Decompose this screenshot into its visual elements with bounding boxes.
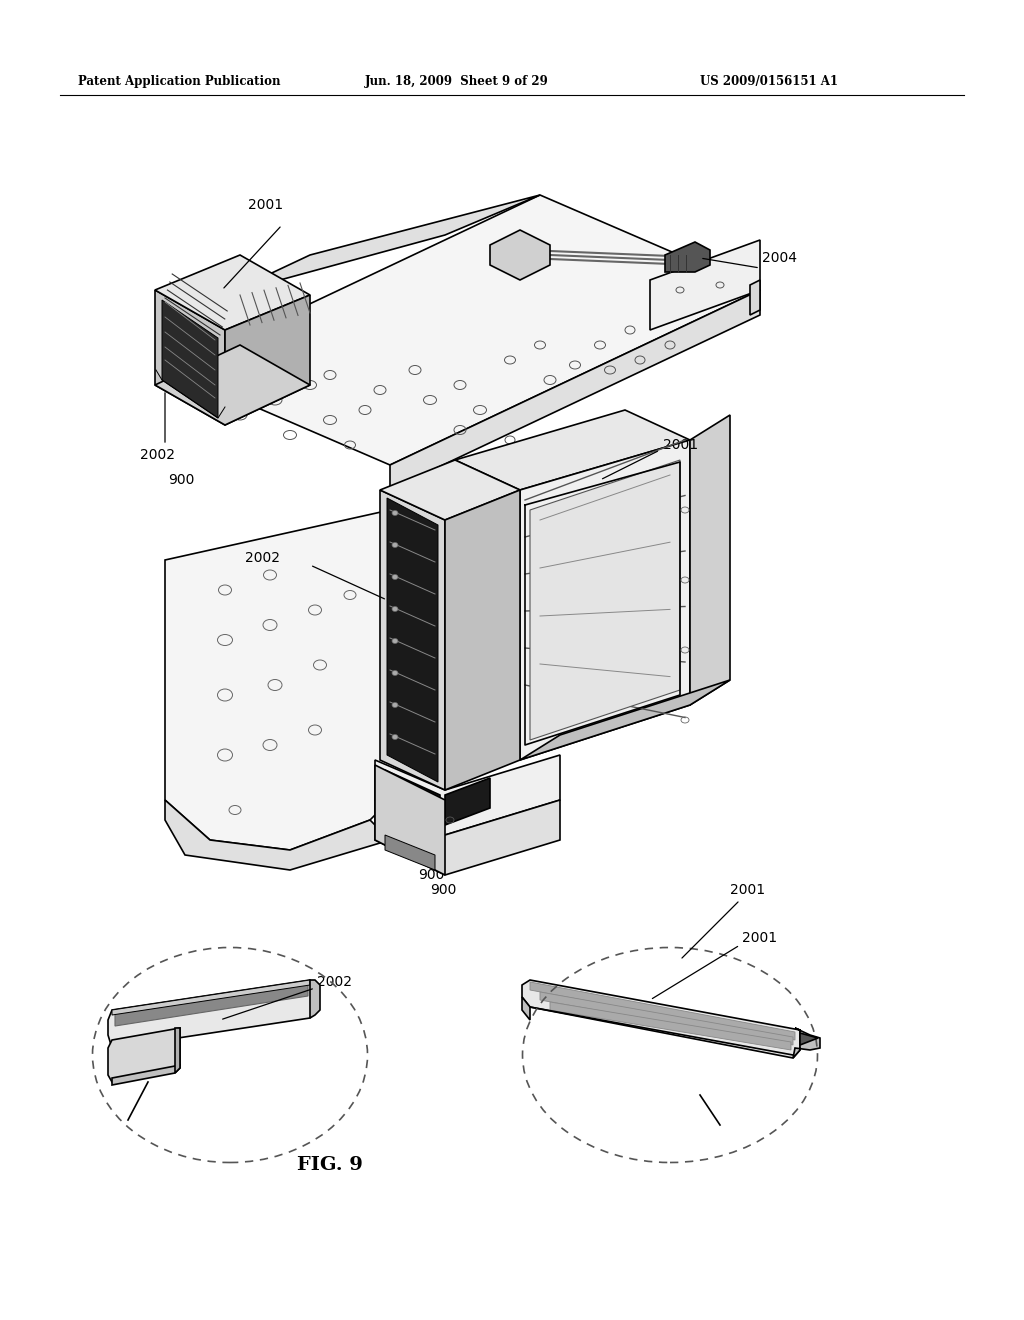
Polygon shape [225, 195, 540, 294]
Ellipse shape [392, 511, 398, 516]
Text: 900: 900 [430, 883, 457, 898]
Polygon shape [165, 510, 490, 850]
Polygon shape [550, 1002, 791, 1049]
Polygon shape [165, 800, 390, 870]
Ellipse shape [392, 574, 398, 579]
Polygon shape [530, 459, 680, 741]
Polygon shape [522, 997, 530, 1020]
Polygon shape [155, 255, 310, 330]
Polygon shape [112, 979, 310, 1015]
Ellipse shape [392, 702, 398, 708]
Text: 2001: 2001 [663, 438, 698, 451]
Polygon shape [445, 777, 490, 825]
Polygon shape [385, 836, 435, 870]
Polygon shape [108, 1028, 180, 1082]
Polygon shape [540, 993, 793, 1045]
Text: 2004: 2004 [762, 251, 797, 265]
Polygon shape [385, 770, 440, 825]
Polygon shape [375, 755, 560, 836]
Polygon shape [375, 800, 560, 875]
Ellipse shape [392, 606, 398, 611]
Polygon shape [390, 459, 560, 531]
Polygon shape [520, 680, 730, 760]
Polygon shape [530, 982, 795, 1040]
Polygon shape [162, 300, 218, 418]
Text: Patent Application Publication: Patent Application Publication [78, 75, 281, 88]
Polygon shape [445, 490, 520, 789]
Text: Jun. 18, 2009  Sheet 9 of 29: Jun. 18, 2009 Sheet 9 of 29 [365, 75, 549, 88]
Polygon shape [690, 414, 730, 705]
Ellipse shape [392, 543, 398, 548]
Polygon shape [490, 230, 550, 280]
Polygon shape [155, 345, 310, 425]
Polygon shape [800, 1034, 818, 1045]
Polygon shape [520, 440, 690, 760]
Text: 900: 900 [168, 473, 195, 487]
Ellipse shape [392, 671, 398, 676]
Text: 2001: 2001 [730, 883, 765, 898]
Polygon shape [750, 280, 760, 315]
Text: 900: 900 [418, 869, 444, 882]
Polygon shape [793, 1028, 820, 1059]
Polygon shape [522, 979, 800, 1059]
Polygon shape [375, 766, 445, 875]
Polygon shape [380, 490, 445, 789]
Polygon shape [380, 459, 520, 520]
Polygon shape [170, 195, 760, 465]
Polygon shape [175, 1028, 180, 1073]
Text: FIG. 9: FIG. 9 [297, 1156, 362, 1173]
Polygon shape [390, 290, 760, 490]
Text: 2002: 2002 [140, 447, 175, 462]
Polygon shape [650, 240, 760, 330]
Polygon shape [115, 983, 308, 1026]
Polygon shape [665, 242, 710, 272]
Polygon shape [387, 498, 438, 781]
Polygon shape [455, 411, 690, 490]
Polygon shape [112, 1065, 180, 1085]
Text: US 2009/0156151 A1: US 2009/0156151 A1 [700, 75, 838, 88]
Polygon shape [155, 290, 225, 425]
Polygon shape [225, 294, 310, 425]
Text: 2002: 2002 [245, 550, 280, 565]
Text: 2001: 2001 [742, 931, 777, 945]
Text: 2001: 2001 [248, 198, 283, 213]
Polygon shape [108, 979, 315, 1048]
Ellipse shape [392, 734, 398, 739]
Text: 2002: 2002 [317, 975, 352, 989]
Polygon shape [310, 979, 319, 1018]
Ellipse shape [392, 639, 398, 644]
